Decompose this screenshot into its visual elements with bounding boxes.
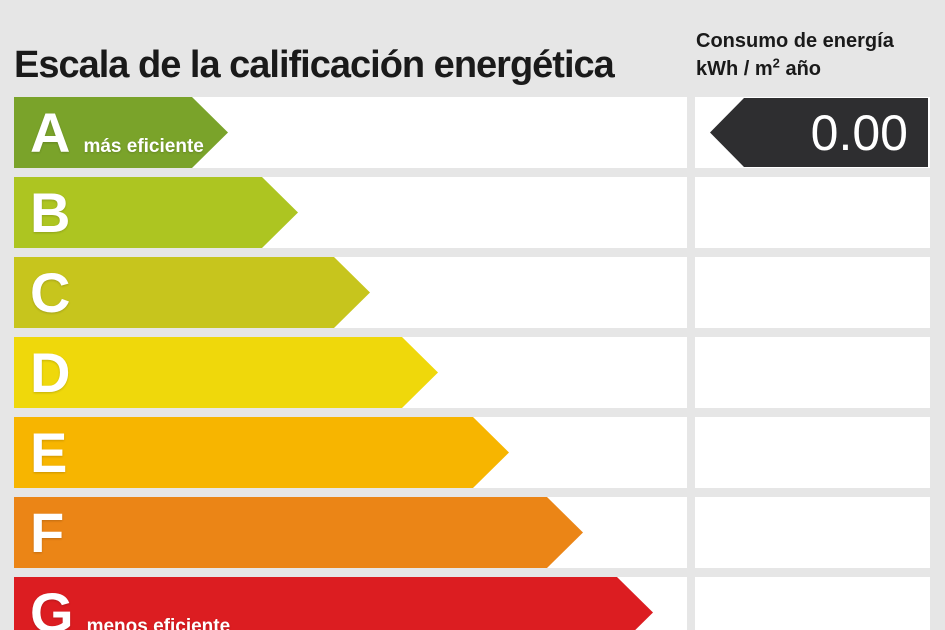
rating-bar-e-text: E <box>14 425 67 481</box>
consumption-header: Consumo de energía kWh / m2 año <box>696 27 894 83</box>
scale-cell-c: C <box>14 257 687 328</box>
rating-note-a: más eficiente <box>83 135 204 157</box>
rating-bar-c: C <box>14 257 370 328</box>
rating-bar-d: D <box>14 337 438 408</box>
unit-suffix: año <box>779 58 822 80</box>
rating-bar-b: B <box>14 177 298 248</box>
value-cell-b <box>695 177 930 248</box>
scale-row-e: E <box>0 417 945 488</box>
unit-superscript: 2 <box>772 55 780 71</box>
unit-prefix: kWh / m <box>696 58 773 80</box>
scale-row-b: B <box>0 177 945 248</box>
rating-letter-b: B <box>30 180 71 244</box>
rating-letter-a: A <box>30 100 71 164</box>
rating-letter-c: C <box>30 260 71 324</box>
value-cell-g <box>695 577 930 630</box>
scale-cell-b: B <box>14 177 687 248</box>
rating-bar-d-text: D <box>14 345 70 401</box>
scale-row-f: F <box>0 497 945 568</box>
rating-letter-f: F <box>30 500 65 564</box>
consumption-header-line2: kWh / m2 año <box>696 55 894 83</box>
value-cell-a: 0.00 <box>695 97 930 168</box>
scale-cell-e: E <box>14 417 687 488</box>
rating-bar-b-text: B <box>14 185 70 241</box>
rating-letter-d: D <box>30 340 71 404</box>
rating-letter-e: E <box>30 420 68 484</box>
consumption-indicator-arrow: 0.00 <box>710 98 928 167</box>
value-cell-e <box>695 417 930 488</box>
value-cell-c <box>695 257 930 328</box>
scale-row-c: C <box>0 257 945 328</box>
page-title: Escala de la calificación energética <box>14 44 615 86</box>
scale-cell-f: F <box>14 497 687 568</box>
rating-bar-f: F <box>14 497 583 568</box>
value-cell-f <box>695 497 930 568</box>
consumption-value: 0.00 <box>810 104 908 161</box>
scale-row-d: D <box>0 337 945 408</box>
rating-bar-c-text: C <box>14 265 70 321</box>
value-cell-d <box>695 337 930 408</box>
rating-bar-e: E <box>14 417 509 488</box>
rating-bar-f-text: F <box>14 505 64 561</box>
consumption-header-line1: Consumo de energía <box>696 30 894 52</box>
scale-cell-d: D <box>14 337 687 408</box>
rating-note-g: menos eficiente <box>86 615 231 630</box>
rating-letter-g: G <box>30 580 74 630</box>
